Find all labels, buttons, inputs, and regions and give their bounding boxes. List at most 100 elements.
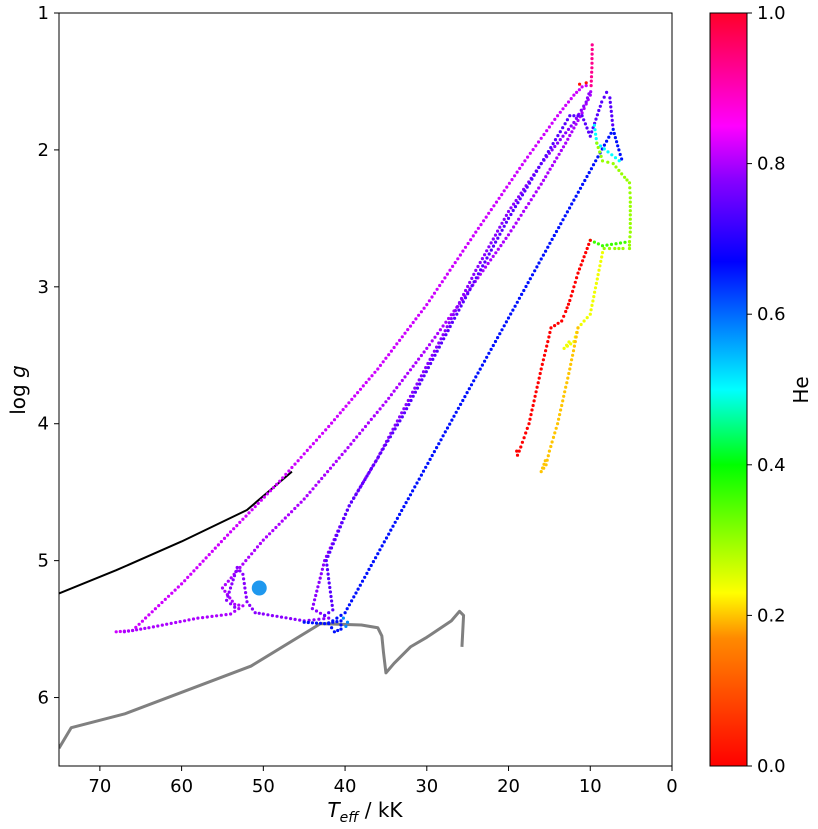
track-point bbox=[244, 559, 248, 563]
track-point bbox=[481, 264, 485, 268]
track-point bbox=[565, 381, 569, 385]
track-point bbox=[453, 309, 457, 313]
track-point bbox=[588, 238, 592, 242]
marker-point-0 bbox=[251, 580, 267, 596]
series-line-1 bbox=[59, 609, 466, 749]
track-point bbox=[323, 473, 327, 477]
track-point bbox=[367, 377, 371, 381]
track-point bbox=[358, 387, 363, 391]
track-point bbox=[489, 347, 493, 351]
track-point bbox=[321, 563, 326, 567]
track-point bbox=[598, 150, 602, 154]
x-tick-label: 0 bbox=[666, 776, 677, 797]
track-point bbox=[566, 127, 571, 131]
track-point bbox=[224, 613, 228, 617]
track-point bbox=[550, 237, 554, 241]
track-point bbox=[523, 189, 527, 193]
track-point bbox=[318, 576, 322, 580]
track-point bbox=[628, 235, 632, 239]
track-point bbox=[524, 205, 528, 210]
track-point bbox=[257, 611, 261, 615]
track-point bbox=[198, 562, 202, 567]
track-point bbox=[498, 225, 502, 229]
track-point bbox=[229, 576, 233, 580]
track-point bbox=[189, 572, 193, 576]
track-point bbox=[556, 141, 560, 145]
track-point bbox=[625, 178, 629, 182]
track-point bbox=[437, 341, 441, 345]
track-point bbox=[415, 481, 419, 485]
track-point bbox=[432, 349, 436, 353]
track-point bbox=[553, 117, 557, 121]
track-point bbox=[572, 344, 577, 348]
track-point bbox=[542, 158, 546, 162]
track-point bbox=[610, 118, 614, 122]
track-point bbox=[237, 607, 241, 611]
track-point bbox=[187, 618, 191, 622]
track-point bbox=[265, 492, 269, 496]
track-point bbox=[519, 213, 523, 217]
track-point bbox=[544, 175, 548, 179]
track-point bbox=[487, 211, 491, 215]
track-point bbox=[547, 449, 552, 453]
track-point bbox=[559, 148, 563, 153]
track-point bbox=[621, 246, 625, 251]
track-point bbox=[484, 215, 488, 219]
track-point bbox=[611, 162, 615, 166]
track-point bbox=[502, 189, 506, 193]
track-point bbox=[299, 455, 303, 459]
track-point bbox=[398, 338, 402, 342]
track-point bbox=[448, 268, 452, 272]
track-point bbox=[620, 172, 624, 176]
track-point bbox=[459, 296, 464, 301]
track-point bbox=[284, 616, 288, 620]
track-point bbox=[566, 137, 570, 141]
track-point bbox=[374, 459, 378, 463]
track-point bbox=[415, 386, 420, 390]
track-point bbox=[627, 240, 632, 244]
track-point bbox=[286, 513, 291, 517]
track-point bbox=[593, 290, 597, 294]
track-point bbox=[356, 587, 360, 591]
track-point bbox=[614, 165, 618, 169]
x-axis-label: Teff / kK bbox=[327, 798, 403, 826]
track-point bbox=[546, 171, 550, 175]
track-point bbox=[628, 221, 632, 226]
track-point bbox=[353, 394, 357, 398]
track-point bbox=[147, 626, 151, 630]
track-point bbox=[464, 288, 468, 293]
track-point bbox=[493, 233, 498, 237]
track-point bbox=[522, 288, 526, 293]
track-point bbox=[229, 530, 233, 534]
track-point bbox=[581, 182, 585, 186]
track-point bbox=[400, 415, 404, 419]
track-point bbox=[582, 319, 586, 323]
track-point bbox=[618, 152, 622, 157]
track-point bbox=[589, 167, 594, 171]
track-point bbox=[327, 611, 331, 615]
track-point bbox=[489, 208, 493, 212]
track-14 bbox=[578, 81, 588, 86]
track-point bbox=[511, 225, 516, 229]
track-point bbox=[360, 481, 365, 486]
track-3 bbox=[122, 90, 593, 634]
track-point bbox=[596, 145, 600, 150]
track-point bbox=[467, 387, 471, 391]
track-point bbox=[445, 426, 450, 430]
track-point bbox=[573, 340, 577, 344]
track-point bbox=[463, 395, 467, 399]
track-point bbox=[241, 562, 245, 566]
track-point bbox=[223, 589, 227, 593]
track-point bbox=[510, 178, 514, 182]
track-point bbox=[553, 324, 557, 328]
track-13 bbox=[515, 238, 592, 457]
track-15 bbox=[589, 43, 594, 88]
track-point bbox=[241, 572, 245, 576]
track-point bbox=[163, 597, 167, 602]
track-point bbox=[114, 630, 118, 634]
track-point bbox=[544, 154, 548, 158]
track-point bbox=[235, 524, 239, 528]
track-point bbox=[509, 212, 513, 217]
track-point bbox=[450, 320, 454, 324]
track-point bbox=[565, 306, 569, 310]
